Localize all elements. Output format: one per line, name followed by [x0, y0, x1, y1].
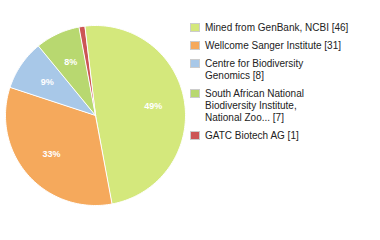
html-text:Wellcome Sanger Institute [31]: Wellcome Sanger Institute [31] — [205, 40, 341, 51]
html-text:South African National Biodive: South African National Biodiversity Inst… — [205, 88, 304, 123]
html-text:Centre for Biodiversity Genomi: Centre for Biodiversity Genomics [8] — [205, 58, 304, 81]
svg-text:49%: 49% — [144, 101, 162, 111]
svg-text:9%: 9% — [41, 77, 54, 87]
svg-text:8%: 8% — [64, 57, 77, 67]
svg-text:33%: 33% — [42, 149, 60, 159]
html-text:GATC Biotech AG [1]: GATC Biotech AG [1] — [205, 130, 299, 141]
html-text:Mined from GenBank, NCBI [46]: Mined from GenBank, NCBI [46] — [205, 22, 349, 33]
